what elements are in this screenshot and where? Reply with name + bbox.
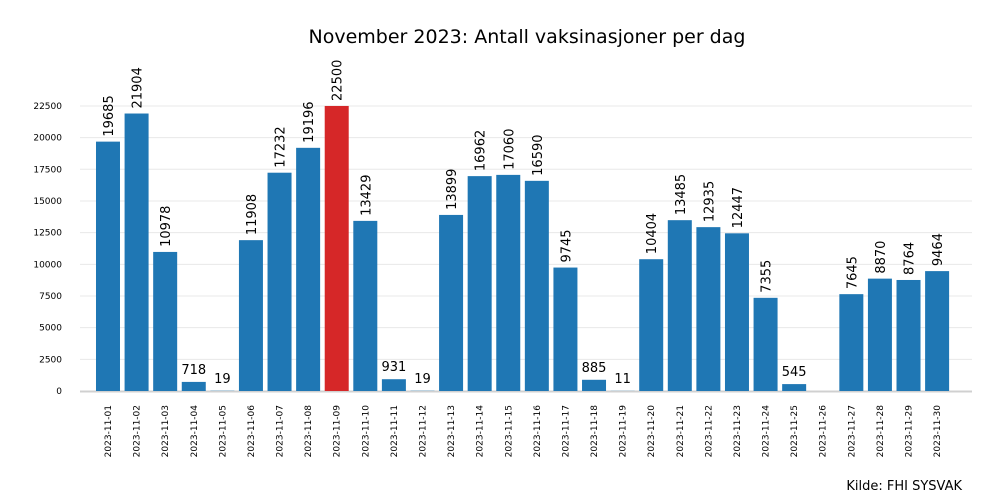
bar — [353, 220, 378, 391]
bar — [124, 113, 149, 391]
data-label: 19 — [414, 372, 431, 387]
data-label: 8870 — [874, 241, 889, 274]
x-tick-label: 2023-11-03 — [161, 405, 171, 457]
bar — [667, 220, 692, 391]
bar — [238, 240, 263, 391]
x-tick-label: 2023-11-06 — [247, 405, 257, 458]
bar — [724, 233, 749, 391]
bar — [782, 384, 807, 391]
data-label: 19 — [214, 372, 231, 387]
x-tick-label: 2023-11-04 — [190, 405, 200, 458]
data-label: 10404 — [645, 213, 660, 254]
bar — [267, 172, 292, 391]
data-label: 19685 — [102, 95, 117, 136]
x-tick-label: 2023-11-26 — [819, 405, 829, 458]
chart-title: November 2023: Antall vaksinasjoner per … — [309, 26, 746, 48]
x-tick-label: 2023-11-25 — [790, 405, 800, 457]
x-tick-label: 2023-11-30 — [933, 405, 943, 458]
bar — [582, 379, 607, 391]
data-label: 11 — [614, 372, 631, 387]
y-tick-label: 7500 — [39, 292, 62, 302]
data-label: 9464 — [931, 233, 946, 266]
x-tick-label: 2023-11-08 — [304, 405, 314, 458]
x-tick-label: 2023-11-22 — [704, 405, 714, 457]
data-label: 545 — [782, 365, 807, 380]
data-label: 16962 — [474, 130, 489, 171]
y-tick-label: 5000 — [39, 324, 62, 334]
x-tick-label: 2023-11-10 — [361, 405, 371, 458]
data-label: 7645 — [845, 256, 860, 289]
bar — [324, 105, 349, 391]
data-label: 13899 — [445, 169, 460, 210]
x-tick-label: 2023-11-11 — [390, 405, 400, 457]
bar — [524, 180, 549, 391]
bar — [639, 259, 664, 391]
data-label: 21904 — [131, 67, 146, 108]
bar — [181, 381, 206, 391]
data-label: 13429 — [359, 175, 374, 216]
y-tick-label: 22500 — [33, 102, 62, 112]
x-tick-label: 2023-11-24 — [762, 405, 772, 458]
data-label: 22500 — [331, 60, 346, 101]
bar — [439, 214, 464, 391]
data-label: 17232 — [274, 126, 289, 167]
x-tick-label: 2023-11-29 — [905, 405, 915, 458]
data-label: 8764 — [903, 242, 918, 275]
data-label: 718 — [181, 363, 206, 378]
y-tick-label: 10000 — [33, 260, 62, 270]
y-tick-label: 17500 — [33, 165, 62, 175]
x-tick-label: 2023-11-17 — [561, 405, 571, 457]
x-tick-label: 2023-11-07 — [276, 405, 286, 457]
data-label: 11908 — [245, 194, 260, 235]
x-tick-label: 2023-11-16 — [533, 405, 543, 458]
bar — [753, 297, 778, 391]
x-tick-label: 2023-11-18 — [590, 405, 600, 458]
bar — [153, 251, 178, 391]
bar — [867, 278, 892, 391]
data-label: 13485 — [674, 174, 689, 215]
source: Kilde: FHI SYSVAK — [846, 479, 962, 494]
x-tick-label: 2023-11-01 — [104, 405, 114, 457]
bar — [925, 271, 950, 391]
data-label: 12935 — [702, 181, 717, 222]
y-tick-label: 20000 — [33, 134, 62, 144]
bar — [496, 174, 521, 391]
y-tick-label: 2500 — [39, 355, 62, 365]
x-tick-label: 2023-11-23 — [733, 405, 743, 457]
bar — [696, 227, 721, 391]
bar — [296, 147, 321, 391]
x-tick-label: 2023-11-13 — [447, 405, 457, 457]
data-label: 17060 — [502, 129, 517, 170]
bar — [839, 294, 864, 391]
x-tick-label: 2023-11-12 — [418, 405, 428, 457]
x-tick-label: 2023-11-05 — [218, 405, 228, 457]
data-label: 19196 — [302, 101, 317, 142]
x-tick-label: 2023-11-21 — [676, 405, 686, 457]
data-label: 16590 — [531, 134, 546, 175]
bar — [467, 176, 492, 391]
data-label: 9745 — [559, 229, 574, 262]
x-tick-label: 2023-11-27 — [847, 405, 857, 457]
bar — [381, 379, 406, 391]
y-tick-label: 0 — [56, 387, 62, 397]
bar — [896, 279, 921, 391]
x-tick-label: 2023-11-14 — [476, 405, 486, 458]
data-label: 10978 — [159, 206, 174, 247]
x-tick-label: 2023-11-19 — [619, 405, 629, 458]
x-tick-label: 2023-11-20 — [647, 405, 657, 458]
bar — [553, 267, 578, 391]
data-label: 931 — [381, 360, 406, 375]
data-label: 7355 — [760, 260, 775, 293]
bar — [95, 141, 120, 391]
x-tick-label: 2023-11-28 — [876, 405, 886, 458]
data-label: 12447 — [731, 187, 746, 228]
x-tick-label: 2023-11-15 — [504, 405, 514, 457]
data-label: 885 — [582, 361, 607, 376]
x-tick-label: 2023-11-09 — [333, 405, 343, 458]
x-tick-label: 2023-11-02 — [133, 405, 143, 457]
y-tick-label: 12500 — [33, 229, 62, 239]
y-tick-label: 15000 — [33, 197, 62, 207]
